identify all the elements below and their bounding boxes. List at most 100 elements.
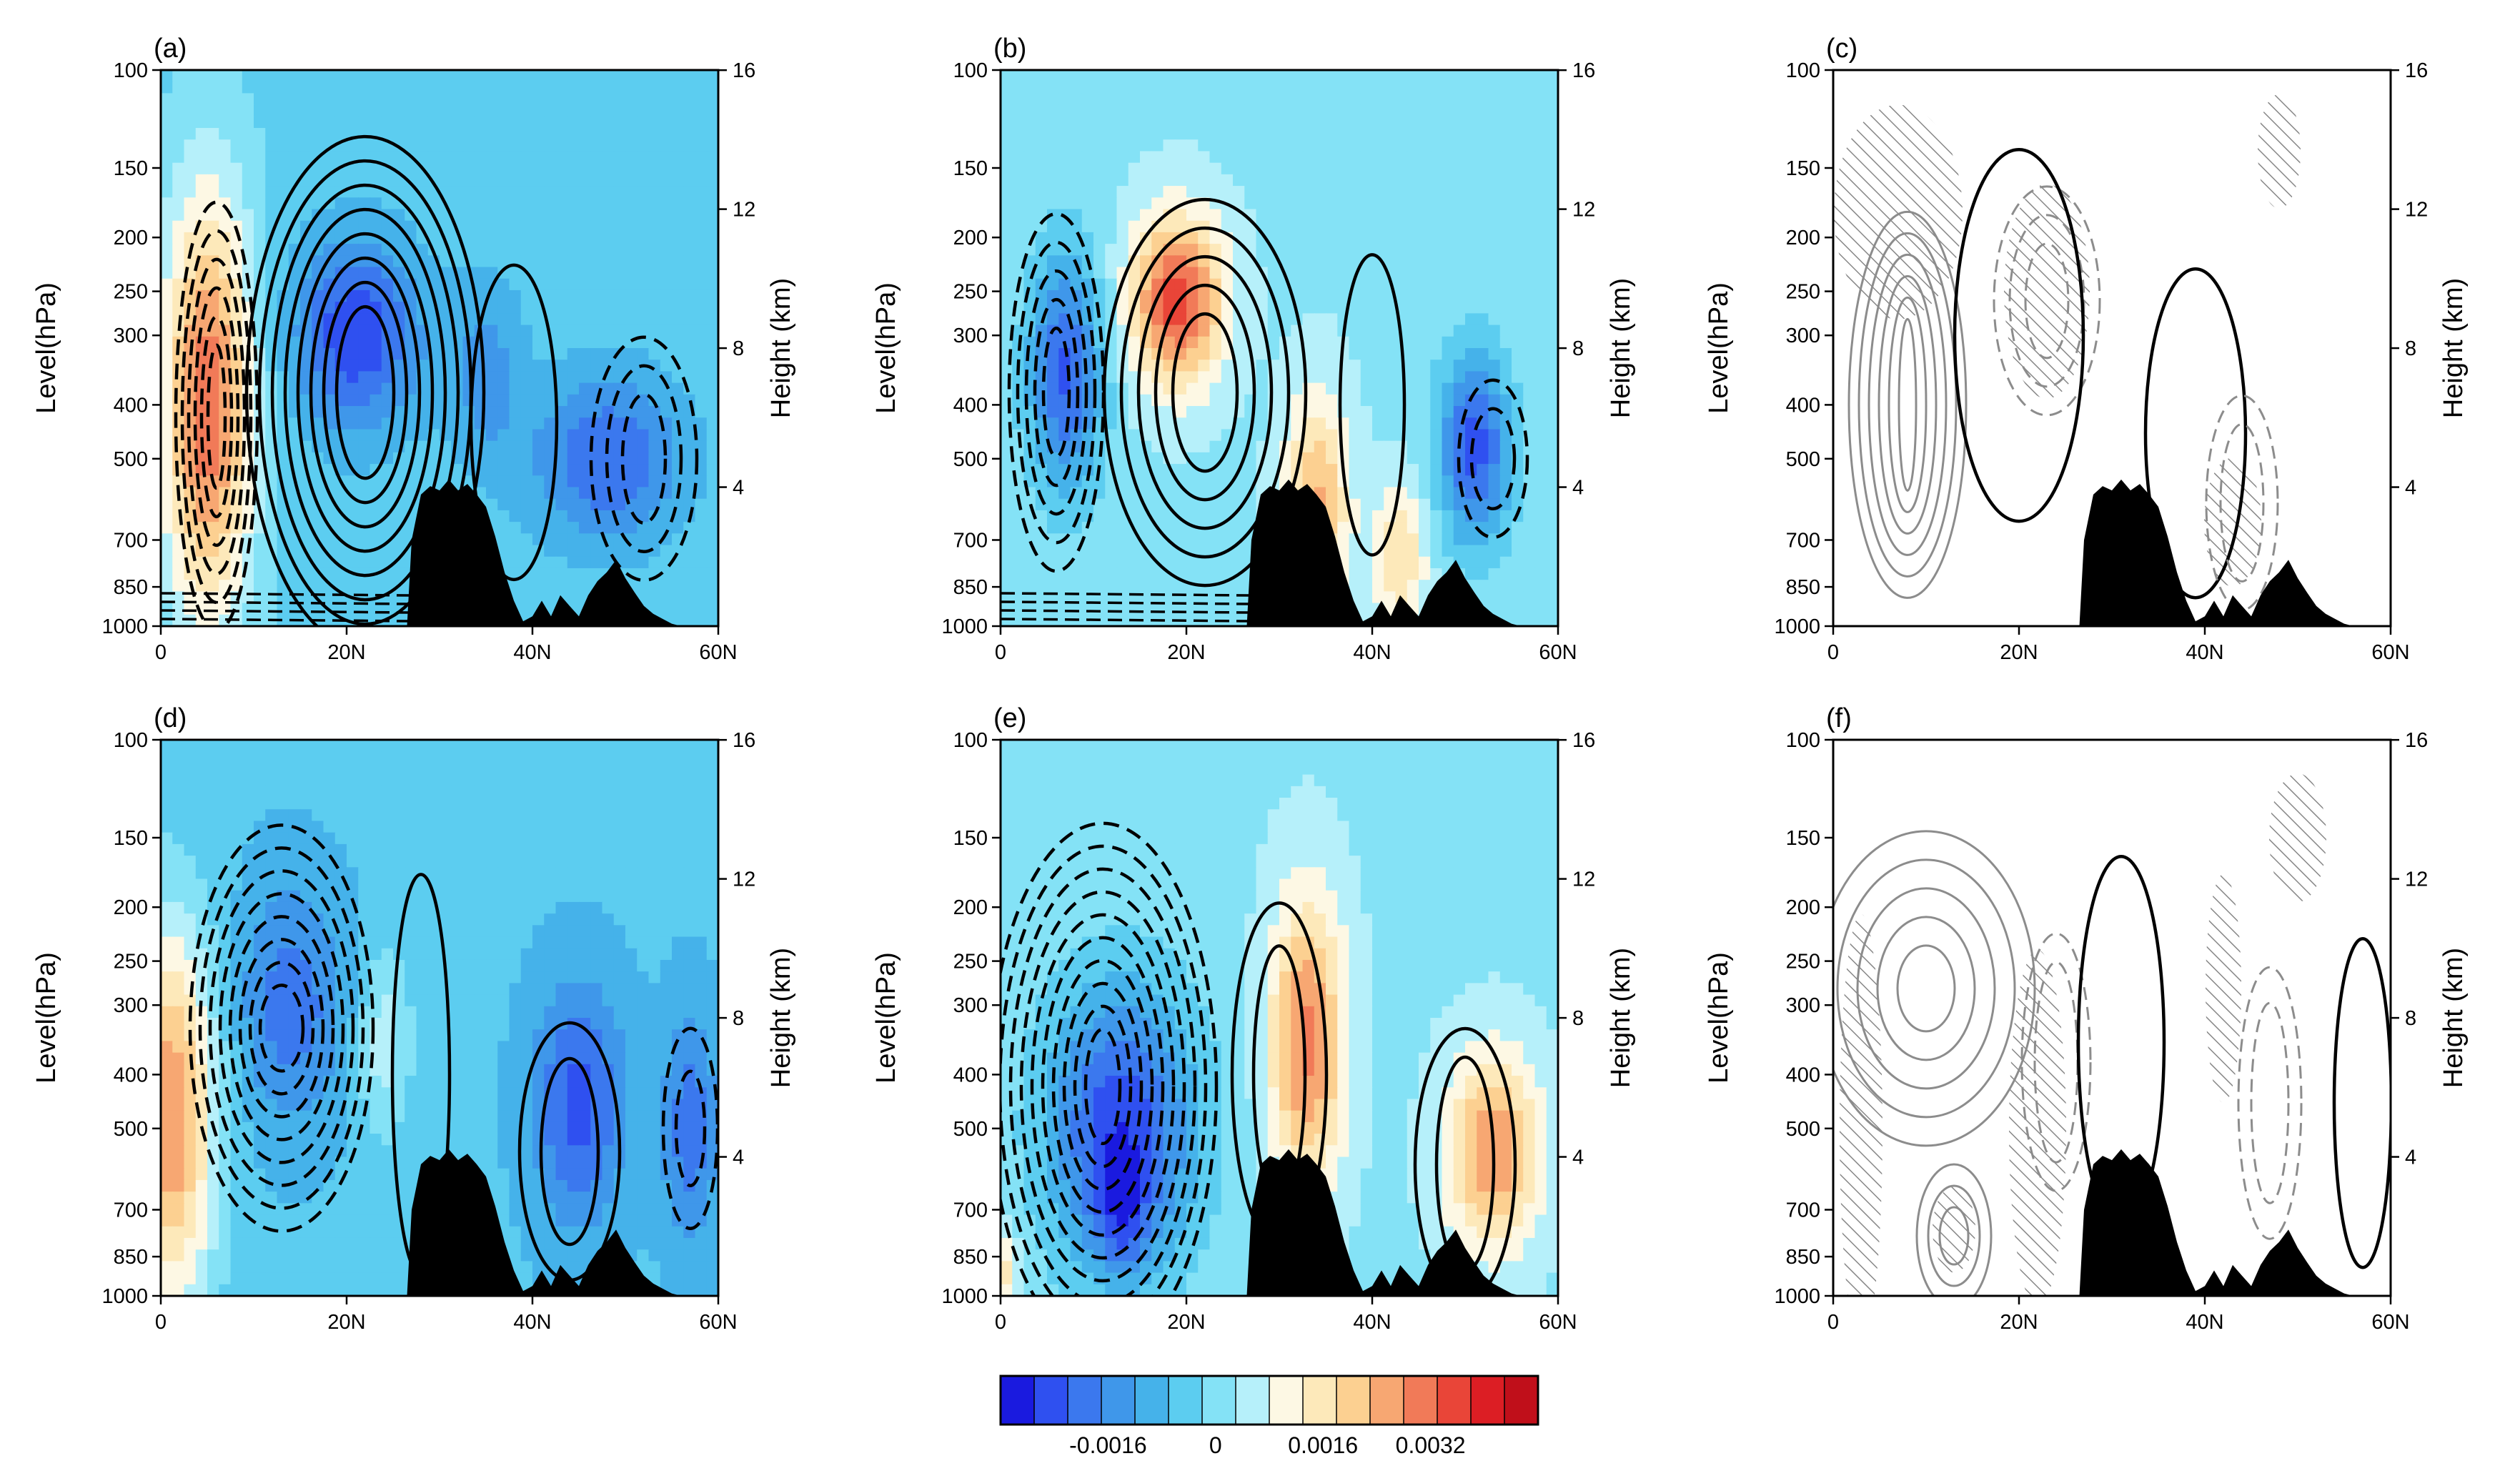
x-tick-label: 40N xyxy=(513,641,551,664)
y-tick-label: 200 xyxy=(114,896,148,919)
y-tick-label: 700 xyxy=(953,529,988,552)
height-tick-label: 4 xyxy=(733,477,744,500)
y-tick-label: 250 xyxy=(953,951,988,974)
panel-label: (d) xyxy=(154,703,187,733)
panel-a: 100 150 200 250 300 400 500 700 850 1000 4 8 12 16 0 20… xyxy=(31,34,796,664)
colorbar-swatch xyxy=(1269,1375,1304,1425)
x-tick-label: 0 xyxy=(995,641,1006,664)
height-tick-label: 16 xyxy=(2405,729,2428,752)
y-tick-label: 400 xyxy=(953,1064,988,1086)
y-axis-label: Level(hPa) xyxy=(1704,952,1734,1084)
height-tick-label: 16 xyxy=(733,729,755,752)
x-tick-label: 40N xyxy=(1353,641,1391,664)
y-tick-label: 400 xyxy=(1786,394,1820,417)
y-tick-label: 500 xyxy=(953,448,988,471)
y-tick-label: 1000 xyxy=(941,615,988,638)
height-tick-label: 12 xyxy=(2405,199,2428,222)
colorbar-tick-label: -0.0016 xyxy=(1069,1432,1147,1458)
x-tick-label: 40N xyxy=(2186,1311,2223,1334)
colorbar-swatch xyxy=(1403,1375,1439,1425)
panel-label: (b) xyxy=(993,34,1026,64)
colorbar-swatch xyxy=(1470,1375,1506,1425)
x-tick-label: 20N xyxy=(2000,1311,2038,1334)
colorbar: -0.0016 0 0.0016 0.0032 xyxy=(999,1374,1539,1458)
topography-mask xyxy=(407,1149,681,1296)
y-tick-label: 150 xyxy=(114,157,148,180)
panel-c: 100 150 200 250 300 400 500 700 850 1000 4 8 12 16 0 20… xyxy=(1704,34,2469,664)
y-tick-label: 500 xyxy=(114,448,148,471)
panel-f: 100 150 200 250 300 400 500 700 850 1000 4 8 12 16 0 20… xyxy=(1704,703,2469,1334)
y-tick-label: 500 xyxy=(1786,448,1820,471)
y-tick-label: 400 xyxy=(1786,1064,1820,1086)
panel-label: (f) xyxy=(1826,703,1852,733)
height-tick-label: 12 xyxy=(1572,868,1595,891)
y-tick-label: 400 xyxy=(953,394,988,417)
colorbar-swatch xyxy=(1000,1375,1036,1425)
x-tick-label: 40N xyxy=(2186,641,2223,664)
colorbar-swatch xyxy=(1101,1375,1136,1425)
height-tick-label: 12 xyxy=(733,199,755,222)
y-tick-label: 850 xyxy=(114,1246,148,1269)
x-tick-label: 40N xyxy=(1353,1311,1391,1334)
y-tick-label: 250 xyxy=(114,951,148,974)
height-tick-label: 4 xyxy=(1572,1146,1584,1169)
y-tick-label: 100 xyxy=(953,729,988,752)
topography-mask xyxy=(1246,479,1521,626)
y-tick-label: 250 xyxy=(1786,281,1820,304)
x-tick-label: 60N xyxy=(699,641,737,664)
y-tick-label: 150 xyxy=(953,827,988,850)
y-axis-label: Level(hPa) xyxy=(871,952,901,1084)
height-tick-label: 16 xyxy=(2405,59,2428,82)
height-tick-label: 4 xyxy=(2405,477,2416,500)
y-tick-label: 500 xyxy=(1786,1118,1820,1141)
y-tick-label: 1000 xyxy=(101,1285,148,1308)
height-tick-label: 8 xyxy=(1572,337,1584,360)
x-tick-label: 20N xyxy=(1167,641,1205,664)
colorbar-swatch xyxy=(1067,1375,1103,1425)
y-tick-label: 200 xyxy=(1786,227,1820,249)
y-axis-label: Level(hPa) xyxy=(871,282,901,414)
x-tick-label: 0 xyxy=(1827,1311,1839,1334)
height-tick-label: 8 xyxy=(733,337,744,360)
y-tick-label: 250 xyxy=(1786,951,1820,974)
height-tick-label: 12 xyxy=(1572,199,1595,222)
y-tick-label: 150 xyxy=(114,827,148,850)
height-tick-label: 16 xyxy=(1572,59,1595,82)
height-tick-label: 4 xyxy=(2405,1146,2416,1169)
y-tick-label: 700 xyxy=(1786,1199,1820,1222)
y-tick-label: 300 xyxy=(953,325,988,347)
x-tick-label: 0 xyxy=(155,1311,167,1334)
colorbar-swatch xyxy=(1033,1375,1069,1425)
topography-mask xyxy=(407,479,681,626)
x-tick-label: 60N xyxy=(2371,641,2409,664)
topography-mask xyxy=(2079,479,2353,626)
y-tick-label: 250 xyxy=(953,281,988,304)
y-tick-label: 1000 xyxy=(941,1285,988,1308)
y-tick-label: 300 xyxy=(953,994,988,1017)
height-axis-label: Height (km) xyxy=(766,948,796,1088)
y-tick-label: 400 xyxy=(114,394,148,417)
colorbar-swatch xyxy=(1201,1375,1237,1425)
y-tick-label: 250 xyxy=(114,281,148,304)
height-tick-label: 8 xyxy=(1572,1007,1584,1030)
colorbar-tick-label: 0 xyxy=(1209,1432,1222,1458)
y-axis-label: Level(hPa) xyxy=(31,282,61,414)
y-tick-label: 100 xyxy=(1786,59,1820,82)
panel-label: (c) xyxy=(1826,34,1857,64)
y-axis-label: Level(hPa) xyxy=(1704,282,1734,414)
colorbar-swatch xyxy=(1336,1375,1371,1425)
colorbar-tick-label: 0.0032 xyxy=(1396,1432,1466,1458)
height-tick-label: 8 xyxy=(2405,1007,2416,1030)
colorbar-swatch xyxy=(1168,1375,1204,1425)
y-tick-label: 100 xyxy=(1786,729,1820,752)
y-tick-label: 700 xyxy=(1786,529,1820,552)
height-tick-label: 12 xyxy=(2405,868,2428,891)
y-tick-label: 400 xyxy=(114,1064,148,1086)
y-tick-label: 500 xyxy=(953,1118,988,1141)
y-tick-label: 300 xyxy=(114,994,148,1017)
y-tick-label: 200 xyxy=(114,227,148,249)
colorbar-swatch xyxy=(1504,1375,1539,1425)
x-tick-label: 20N xyxy=(327,641,365,664)
y-tick-label: 150 xyxy=(1786,827,1820,850)
